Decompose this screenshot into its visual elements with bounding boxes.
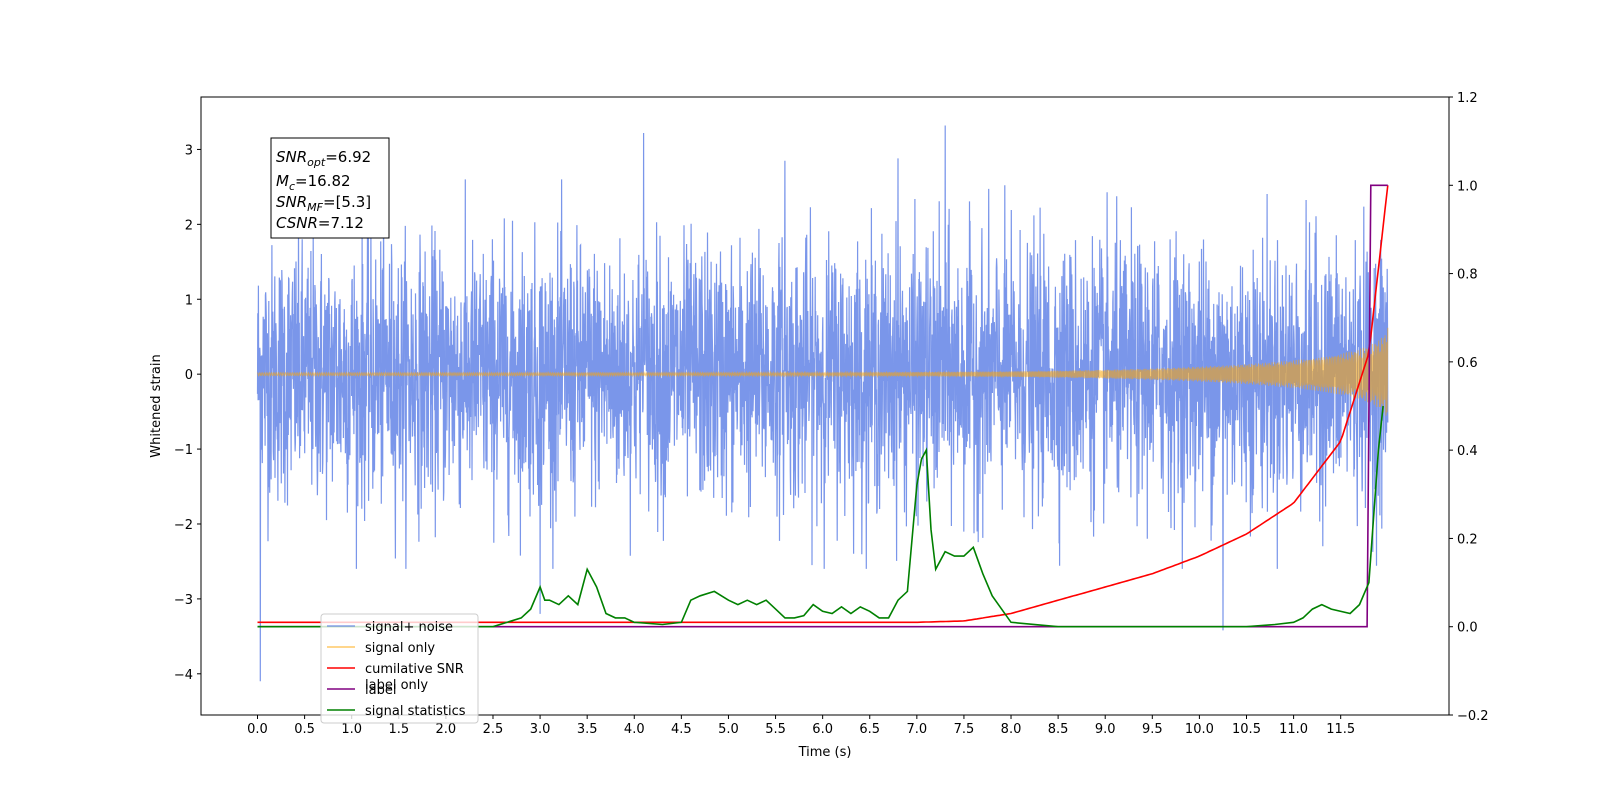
x-tick-label: 3.5: [577, 722, 598, 737]
y2-tick-label: 0.4: [1457, 444, 1478, 459]
y2-tick-label: 0.0: [1457, 621, 1478, 636]
y-tick-label: 2: [185, 218, 193, 233]
x-tick-label: 3.0: [530, 722, 551, 737]
series-signal-only: [257, 327, 1389, 416]
y2-tick-label: 0.6: [1457, 356, 1478, 371]
legend-entry-label: label: [365, 683, 396, 698]
mc-annotation: Mc=16.82: [276, 172, 351, 193]
x-axis-label: Time (s): [798, 745, 852, 760]
y-tick-label: 0: [185, 368, 193, 383]
x-tick-label: 2.0: [436, 722, 457, 737]
x-tick-label: 11.0: [1279, 722, 1308, 737]
x-tick-label: 4.5: [671, 722, 692, 737]
legend-entry-label: cumilative SNR: [365, 662, 464, 677]
x-tick-label: 1.0: [341, 722, 362, 737]
legend-entry-label: signal only: [365, 641, 435, 656]
x-tick-label: 4.0: [624, 722, 645, 737]
y2-tick-label: 0.2: [1457, 532, 1478, 547]
y2-ticks: −0.2 0.0 0.2 0.4 0.6 0.8 1.0 1.2: [1449, 91, 1489, 724]
y-tick-label: −1: [174, 443, 193, 458]
snr-opt-annotation: SNRopt=6.92: [276, 148, 371, 169]
legend-entry-label: signal+ noise: [365, 620, 453, 635]
x-tick-label: 8.0: [1001, 722, 1022, 737]
x-tick-label: 11.5: [1326, 722, 1355, 737]
y2-tick-label: 0.8: [1457, 268, 1478, 283]
x-tick-label: 0.0: [247, 722, 268, 737]
snr-mf-annotation: SNRMF=[5.3]: [276, 193, 371, 214]
y-ticks: −4 −3 −2 −1 0 1 2 3: [174, 143, 201, 683]
x-tick-label: 8.5: [1048, 722, 1069, 737]
legend-hidden-label: label only: [365, 678, 428, 693]
x-ticks: 0.0 0.5 1.0 1.5 2.0 2.5 3.0 3.5 4.0 4.5 5.0 5.5 6.0 6…: [247, 715, 1355, 737]
x-tick-label: 6.0: [812, 722, 833, 737]
y-tick-label: 1: [185, 293, 193, 308]
x-tick-label: 10.5: [1232, 722, 1261, 737]
y-tick-label: −3: [174, 593, 193, 608]
x-tick-label: 2.5: [483, 722, 504, 737]
y2-tick-label: 1.0: [1457, 179, 1478, 194]
x-tick-label: 7.5: [954, 722, 975, 737]
legend-entry-label: signal statistics: [365, 704, 466, 719]
x-tick-label: 5.0: [718, 722, 739, 737]
info-box: SNRopt=6.92 Mc=16.82 SNRMF=[5.3] CSNR=7.…: [270, 137, 390, 239]
x-tick-label: 1.5: [388, 722, 409, 737]
x-tick-label: 6.5: [859, 722, 880, 737]
y2-tick-label: 1.2: [1457, 91, 1478, 106]
y-tick-label: −4: [174, 668, 193, 683]
x-tick-label: 5.5: [765, 722, 786, 737]
y-tick-label: 3: [185, 143, 193, 158]
series-signal-statistics: [257, 405, 1384, 628]
series-signal-noise: [256, 125, 1389, 682]
plot-frame: [200, 96, 1450, 716]
x-tick-label: 9.5: [1142, 722, 1163, 737]
x-tick-label: 9.0: [1095, 722, 1116, 737]
csnr-annotation: CSNR=7.12: [276, 214, 364, 232]
series-layer: [256, 125, 1389, 682]
y2-tick-label: −0.2: [1457, 709, 1489, 724]
x-tick-label: 7.0: [906, 722, 927, 737]
legend: label only signal+ noise signal only cumil…: [320, 613, 479, 724]
x-tick-label: 10.0: [1185, 722, 1214, 737]
y-tick-label: −2: [174, 518, 193, 533]
y-axis-label: Whitened strain: [149, 354, 164, 457]
x-tick-label: 0.5: [294, 722, 315, 737]
series-label: [257, 184, 1388, 628]
